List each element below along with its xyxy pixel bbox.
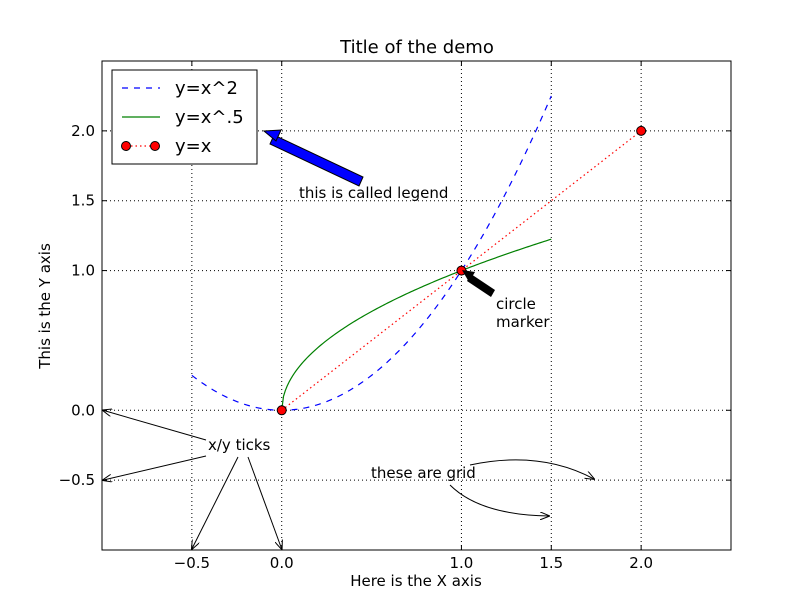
grid-layer [102,61,731,550]
ticks-arrow [192,456,239,549]
x-tick-label: 1.5 [539,554,563,572]
ticks-annotation: x/y ticks [208,436,271,454]
ticks-arrow [247,456,282,549]
marker-annotation-line2: marker [496,313,550,331]
legend-marker [121,141,131,151]
marker-arrow-head [462,270,475,282]
legend-label-1: y=x^.5 [175,107,244,128]
ticks-arrow [103,455,207,480]
grid-arrow-upper [469,459,594,479]
chart-title: Title of the demo [339,37,494,58]
marker-arrow-shaft [467,274,495,297]
x-tick-label: 0.0 [270,554,294,572]
series-point [636,125,647,136]
series-line-2 [281,130,642,411]
y-tick-label: 1.5 [71,192,95,210]
series-layer [191,95,647,416]
ticks-arrow [103,410,207,441]
y-tick-label: 0.0 [71,401,95,419]
plot-frame [101,60,732,551]
x-axis-label: Here is the X axis [350,572,482,590]
legend-arrow-head [262,129,282,142]
series-line-1 [281,238,552,411]
y-tick-label: 2.0 [71,122,95,140]
legend-label-2: y=x [175,136,212,157]
series-point [276,405,287,416]
y-tick-label: −0.5 [59,471,95,489]
y-axis-label: This is the Y axis [36,243,54,370]
grid-annotation: these are grid [371,464,476,482]
legend-label-0: y=x^2 [175,78,238,99]
x-tick-label: −0.5 [174,554,210,572]
x-tick-label: 1.0 [449,554,473,572]
legend: y=x^2 y=x^.5 y=x [111,69,258,165]
marker-annotation-line1: circle [496,295,536,313]
y-tick-label: 1.0 [71,262,95,280]
series-line-0 [191,95,552,411]
grid-arrow-lower [449,484,549,516]
x-tick-label: 2.0 [629,554,653,572]
legend-annotation: this is called legend [299,184,448,202]
legend-marker [150,141,160,151]
